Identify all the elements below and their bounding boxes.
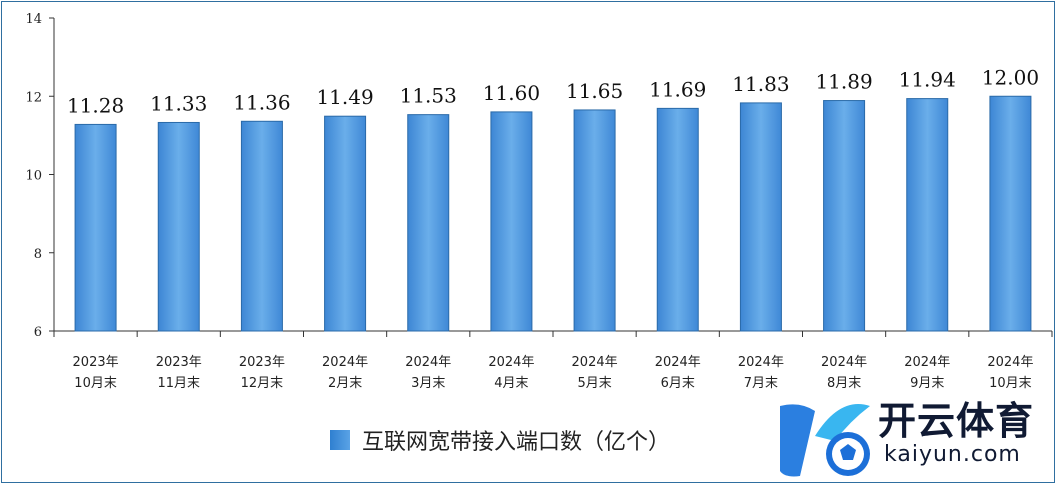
legend: 互联网宽带接入端口数（亿个）	[330, 424, 670, 456]
x-tick-label: 2024年	[572, 355, 618, 370]
data-label: 11.65	[566, 79, 623, 103]
bar	[157, 121, 200, 332]
x-tick-label: 2024年	[488, 355, 534, 370]
data-label: 11.49	[316, 85, 373, 109]
x-tick-label: 4月末	[494, 376, 528, 391]
x-tick-label: 11月末	[157, 376, 200, 391]
bar	[573, 109, 616, 332]
data-label: 11.60	[483, 81, 540, 105]
bar	[739, 102, 782, 332]
x-tick-label: 2024年	[987, 355, 1033, 370]
data-label: 11.36	[233, 90, 290, 114]
x-tick-label: 2024年	[821, 355, 867, 370]
y-tick-label: 10	[25, 169, 42, 184]
x-tick-label: 10月末	[74, 376, 117, 391]
x-tick-label: 2024年	[738, 355, 784, 370]
y-tick-label: 6	[34, 325, 42, 340]
data-label: 11.89	[815, 70, 872, 94]
data-label: 12.00	[982, 65, 1039, 89]
data-label: 11.94	[899, 68, 956, 92]
x-tick-label: 6月末	[661, 376, 695, 391]
bar	[906, 98, 949, 332]
x-tick-label: 2023年	[239, 355, 285, 370]
x-tick-label: 2023年	[73, 355, 119, 370]
x-tick-label: 2月末	[328, 376, 362, 391]
watermark-logo: 开云体育 kaiyun.com	[770, 386, 1058, 486]
data-label: 11.83	[732, 72, 789, 96]
watermark-text-cn: 开云体育	[878, 399, 1035, 443]
bar	[490, 111, 533, 332]
x-tick-label: 3月末	[411, 376, 445, 391]
x-tick-label: 8月末	[827, 376, 861, 391]
data-label: 11.53	[400, 84, 457, 108]
y-tick-label: 12	[25, 90, 42, 105]
bar	[407, 114, 450, 332]
bar	[989, 95, 1032, 332]
data-label: 11.28	[67, 93, 124, 117]
x-tick-label: 12月末	[241, 376, 284, 391]
x-tick-label: 2024年	[655, 355, 701, 370]
data-label: 11.69	[649, 77, 706, 101]
x-tick-label: 5月末	[577, 376, 611, 391]
x-tick-label: 7月末	[744, 376, 778, 391]
x-tick-label: 10月末	[989, 376, 1032, 391]
data-label: 11.33	[150, 91, 207, 115]
x-tick-label: 2024年	[904, 355, 950, 370]
bar	[823, 100, 866, 332]
kaiyun-logo-icon	[780, 404, 870, 477]
bar	[324, 115, 367, 332]
bar	[240, 120, 283, 332]
watermark-text-en: kaiyun.com	[884, 442, 1021, 467]
x-tick-label: 9月末	[910, 376, 944, 391]
legend-label: 互联网宽带接入端口数（亿个）	[362, 430, 671, 455]
legend-swatch	[330, 430, 350, 450]
x-tick-label: 2024年	[405, 355, 451, 370]
bar	[656, 107, 699, 332]
y-tick-label: 8	[34, 247, 42, 262]
x-tick-label: 2023年	[156, 355, 202, 370]
x-tick-label: 2024年	[322, 355, 368, 370]
y-tick-label: 14	[25, 12, 42, 27]
bar	[74, 123, 117, 332]
